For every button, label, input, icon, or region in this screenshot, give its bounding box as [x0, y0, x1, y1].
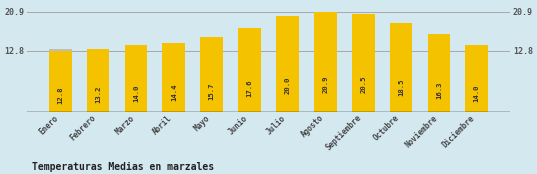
Bar — [238, 28, 261, 112]
Bar — [276, 49, 299, 112]
Bar — [352, 49, 374, 112]
Text: 15.7: 15.7 — [209, 82, 215, 100]
Text: 20.5: 20.5 — [360, 76, 366, 93]
Bar — [49, 51, 71, 112]
Bar — [200, 37, 223, 112]
Bar — [276, 16, 299, 112]
Bar — [163, 49, 185, 112]
Bar — [200, 49, 223, 112]
Bar — [427, 49, 450, 112]
Bar — [352, 14, 374, 112]
Bar — [390, 49, 412, 112]
Text: 18.5: 18.5 — [398, 78, 404, 96]
Bar — [163, 43, 185, 112]
Bar — [466, 49, 488, 112]
Text: 14.4: 14.4 — [171, 84, 177, 101]
Bar — [238, 49, 261, 112]
Bar — [125, 49, 147, 112]
Text: 17.6: 17.6 — [246, 80, 252, 97]
Text: 12.8: 12.8 — [57, 86, 63, 104]
Text: 14.0: 14.0 — [474, 84, 480, 102]
Text: 14.0: 14.0 — [133, 84, 139, 102]
Text: 20.0: 20.0 — [285, 76, 291, 94]
Bar — [466, 45, 488, 112]
Bar — [390, 23, 412, 112]
Bar — [87, 49, 110, 112]
Text: 16.3: 16.3 — [436, 81, 442, 99]
Bar — [314, 49, 337, 112]
Bar — [314, 12, 337, 112]
Bar — [49, 49, 71, 112]
Text: 20.9: 20.9 — [322, 75, 328, 93]
Bar — [125, 45, 147, 112]
Bar — [427, 34, 450, 112]
Text: Temperaturas Medias en marzales: Temperaturas Medias en marzales — [32, 162, 214, 172]
Bar — [87, 49, 110, 112]
Text: 13.2: 13.2 — [95, 85, 101, 103]
